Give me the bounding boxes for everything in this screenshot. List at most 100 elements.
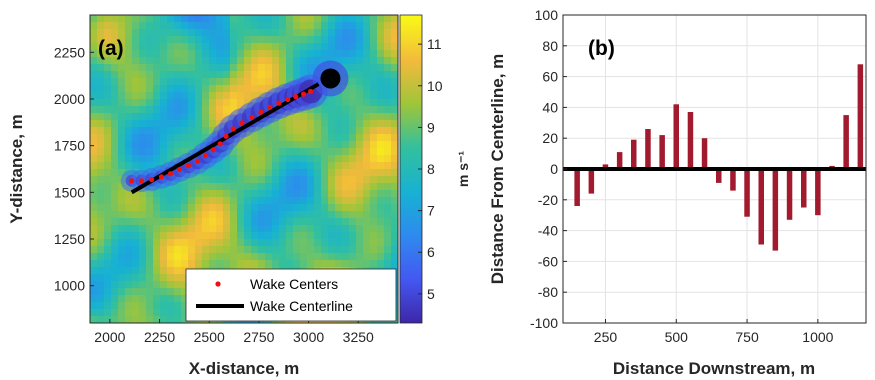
x-tick-label-a: 2000: [94, 329, 125, 345]
heatmap-cell: [209, 57, 217, 65]
heatmap-cell: [300, 176, 308, 184]
heatmap-cell: [209, 29, 217, 37]
heatmap-cell: [258, 218, 266, 226]
heatmap-cell: [286, 113, 294, 121]
heatmap-cell: [335, 92, 343, 100]
heatmap-cell: [90, 134, 98, 142]
heatmap-cell: [174, 78, 182, 86]
heatmap-cell: [321, 204, 329, 212]
heatmap-cell: [90, 295, 98, 303]
heatmap-cell: [237, 162, 245, 170]
heatmap-cell: [97, 260, 105, 268]
heatmap-cell: [160, 309, 168, 317]
heatmap-cell: [335, 36, 343, 44]
heatmap-cell: [160, 57, 168, 65]
heatmap-cell: [384, 183, 392, 191]
heatmap-cell: [342, 211, 350, 219]
heatmap-cell: [272, 127, 280, 135]
heatmap-cell: [258, 253, 266, 261]
heatmap-cell: [202, 92, 210, 100]
heatmap-cell: [335, 127, 343, 135]
heatmap-cell: [132, 295, 140, 303]
heatmap-cell: [230, 211, 238, 219]
heatmap-cell: [139, 85, 147, 93]
heatmap-cell: [342, 113, 350, 121]
heatmap-cell: [356, 253, 364, 261]
heatmap-cell: [328, 134, 336, 142]
heatmap-cell: [258, 183, 266, 191]
heatmap-cell: [279, 22, 287, 30]
heatmap-cell: [321, 162, 329, 170]
heatmap-cell: [104, 232, 112, 240]
heatmap-cell: [195, 218, 203, 226]
heatmap-cell: [111, 113, 119, 121]
heatmap-cell: [244, 92, 252, 100]
heatmap-cell: [314, 197, 322, 205]
heatmap-cell: [321, 232, 329, 240]
heatmap-cell: [188, 239, 196, 247]
heatmap-cell: [209, 43, 217, 51]
heatmap-cell: [370, 162, 378, 170]
heatmap-cell: [342, 204, 350, 212]
heatmap-cell: [272, 162, 280, 170]
heatmap-cell: [139, 106, 147, 114]
heatmap-cell: [167, 15, 175, 23]
heatmap-cell: [230, 183, 238, 191]
heatmap-cell: [216, 71, 224, 79]
heatmap-cell: [258, 15, 266, 23]
heatmap-cell: [258, 22, 266, 30]
heatmap-cell: [314, 225, 322, 233]
heatmap-cell: [125, 127, 133, 135]
x-axis-b: 250 500 750 1000: [594, 319, 834, 345]
heatmap-cell: [237, 50, 245, 58]
heatmap-cell: [132, 99, 140, 107]
heatmap-cell: [153, 78, 161, 86]
heatmap-cell: [377, 78, 385, 86]
heatmap-cell: [111, 64, 119, 72]
colorbar-tick-label: 5: [427, 286, 435, 302]
heatmap-cell: [377, 15, 385, 23]
heatmap-cell: [356, 85, 364, 93]
heatmap-cell: [265, 85, 273, 93]
heatmap-cell: [125, 120, 133, 128]
heatmap-cell: [104, 71, 112, 79]
heatmap-cell: [139, 120, 147, 128]
heatmap-cell: [174, 183, 182, 191]
heatmap-cell: [328, 232, 336, 240]
heatmap-cell: [244, 50, 252, 58]
heatmap-cell: [230, 148, 238, 156]
wake-center-point: [129, 178, 135, 184]
heatmap-cell: [139, 246, 147, 254]
heatmap-cell: [293, 211, 301, 219]
heatmap-cell: [391, 253, 398, 261]
heatmap-cell: [300, 120, 308, 128]
heatmap-cell: [118, 120, 126, 128]
heatmap-cell: [146, 92, 154, 100]
heatmap-cell: [216, 211, 224, 219]
heatmap-cell: [216, 36, 224, 44]
heatmap-cell: [244, 183, 252, 191]
heatmap-cell: [335, 43, 343, 51]
heatmap-cell: [125, 15, 133, 23]
heatmap-cell: [272, 260, 280, 268]
heatmap-cell: [188, 190, 196, 198]
colorbar-tick-label: 10: [427, 78, 443, 94]
heatmap-cell: [377, 176, 385, 184]
heatmap-cell: [90, 218, 98, 226]
heatmap-cell: [237, 239, 245, 247]
heatmap-cell: [335, 260, 343, 268]
heatmap-cell: [202, 22, 210, 30]
heatmap-cell: [90, 43, 98, 51]
heatmap-cell: [342, 162, 350, 170]
y-tick-label-b: 60: [542, 69, 558, 85]
heatmap-cell: [335, 162, 343, 170]
heatmap-cell: [181, 15, 189, 23]
heatmap-cell: [251, 22, 259, 30]
heatmap-cell: [286, 29, 294, 37]
heatmap-cell: [272, 57, 280, 65]
heatmap-cell: [272, 218, 280, 226]
heatmap-cell: [363, 169, 371, 177]
x-tick-label-a: 3250: [343, 329, 374, 345]
heatmap-cell: [167, 295, 175, 303]
